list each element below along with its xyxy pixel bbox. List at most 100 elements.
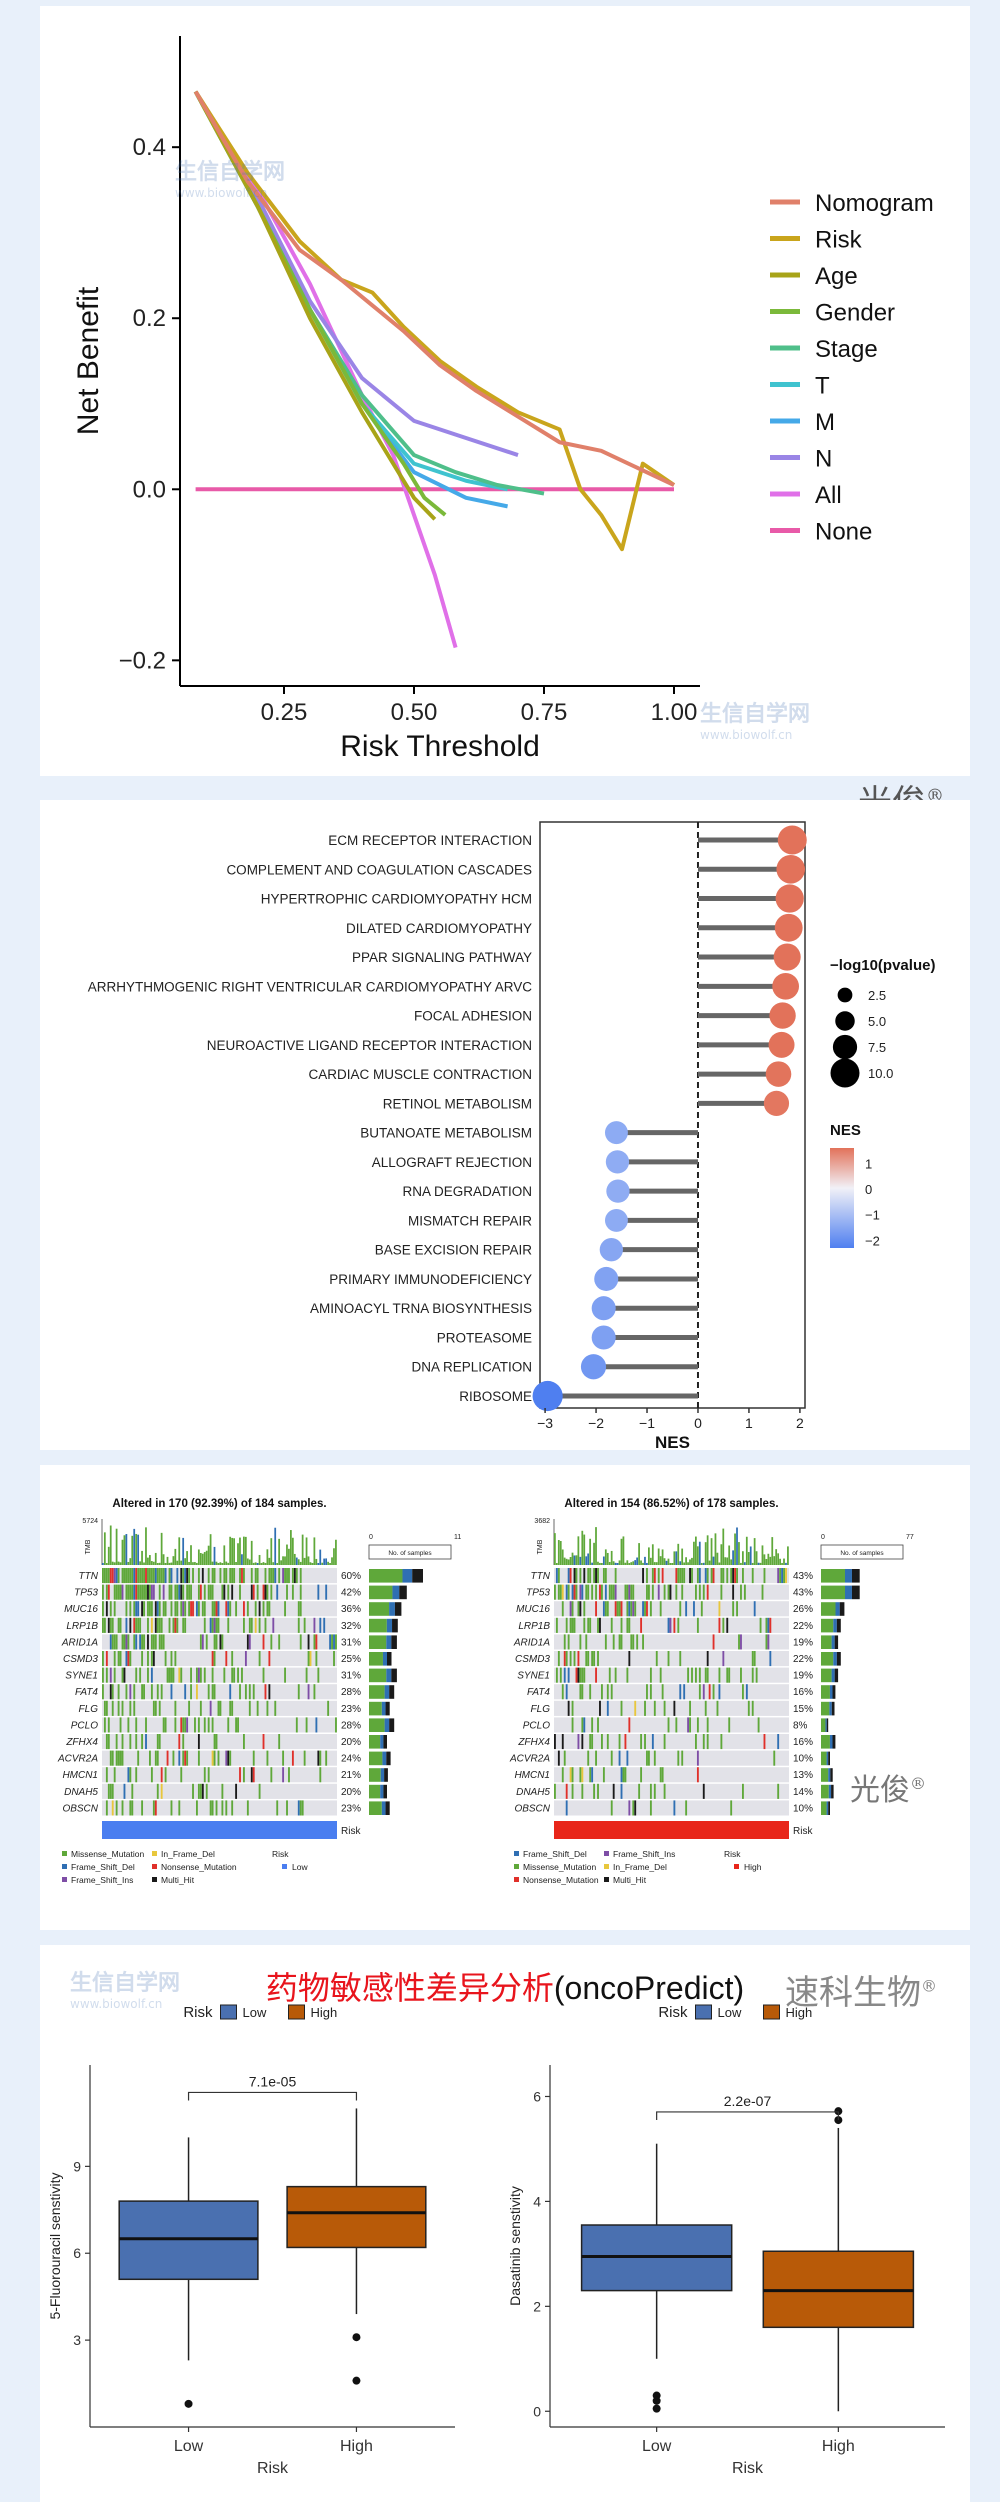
oncogrid-cell: [738, 1634, 740, 1650]
tmb-bar: [785, 1562, 787, 1565]
tmb-bar: [133, 1528, 136, 1565]
oncogrid-cell: [188, 1700, 191, 1716]
y-tick-label: 0: [533, 2403, 541, 2419]
box-outlier: [834, 2107, 843, 2116]
oncogrid-cell: [123, 1667, 126, 1683]
tmb-bar: [612, 1561, 615, 1565]
pathway-label: PRIMARY IMMUNODEFICIENCY: [329, 1272, 532, 1287]
freq-bar-header-label: No. of samples: [388, 1550, 432, 1557]
tmb-bar: [121, 1539, 124, 1565]
freq-bar-multihit: [389, 1685, 395, 1699]
tmb-bar: [649, 1557, 652, 1565]
oncogrid-cell: [196, 1667, 198, 1683]
tmb-bar: [759, 1562, 762, 1565]
gene-label: FLG: [531, 1704, 551, 1715]
tmb-bar: [309, 1562, 312, 1565]
tmb-bar: [235, 1561, 237, 1565]
oncogrid-cell: [211, 1617, 214, 1633]
oncogrid-cell: [203, 1717, 206, 1733]
freq-bar-frameshift: [826, 1751, 829, 1766]
tmb-bar: [561, 1549, 564, 1565]
oncogrid-cell: [626, 1601, 629, 1617]
oncogrid-cell: [299, 1584, 302, 1600]
oncogrid-cell: [288, 1568, 290, 1584]
oncogrid-cell: [192, 1601, 194, 1617]
oncogrid-cell: [141, 1568, 144, 1584]
tmb-bar: [250, 1540, 253, 1565]
oncogrid-cell: [147, 1584, 149, 1600]
gene-percent: 20%: [341, 1737, 361, 1748]
oncogrid-cell: [176, 1584, 179, 1600]
gene-label: TP53: [526, 1588, 550, 1599]
oncogrid-cell: [303, 1617, 306, 1633]
oncogrid-cell: [706, 1734, 709, 1750]
size-legend-label: 2.5: [868, 988, 886, 1003]
oncogrid-cell: [307, 1684, 310, 1700]
oncogrid-cell: [730, 1800, 733, 1816]
oncogrid-cell: [127, 1767, 130, 1783]
oncogrid-cell: [640, 1734, 643, 1750]
oncogrid-cell: [591, 1651, 594, 1667]
oncogrid-cell: [150, 1667, 153, 1683]
freq-bar-multihit: [385, 1701, 390, 1716]
pathway-label: BASE EXCISION REPAIR: [375, 1243, 533, 1258]
oncogrid-cell: [115, 1634, 118, 1650]
oncogrid-cell: [103, 1568, 106, 1584]
oncogrid-cell: [587, 1568, 590, 1584]
oncogrid-cell: [577, 1667, 580, 1683]
oncogrid-cell: [698, 1667, 701, 1683]
oncogrid-cell: [244, 1684, 247, 1700]
freq-bar-multihit: [828, 1801, 830, 1815]
legend-label-m: M: [815, 409, 835, 436]
tmb-bar: [145, 1527, 147, 1565]
oncogrid-cell: [589, 1734, 592, 1750]
mutation-legend-label: Frame_Shift_Ins: [71, 1875, 133, 1885]
oncogrid-cell: [168, 1667, 171, 1683]
oncoplot-chart: Altered in 170 (92.39%) of 184 samples. 5…: [57, 1498, 914, 1885]
oncogrid-cell: [646, 1568, 648, 1584]
pvalue-label: 2.2e-07: [724, 2093, 772, 2109]
oncogrid-cell: [170, 1651, 173, 1667]
oncogrid-cell: [268, 1684, 271, 1700]
oncogrid-cell: [229, 1700, 232, 1716]
freq-bar-multihit: [394, 1602, 402, 1616]
oncogrid-cell: [595, 1750, 597, 1766]
oncogrid-cell: [186, 1717, 189, 1733]
freq-bar-multihit: [412, 1569, 423, 1583]
oncogrid-cell: [135, 1634, 138, 1650]
box-high: [286, 2185, 427, 2249]
oncogrid-cell: [646, 1584, 648, 1600]
oncogrid-cell: [117, 1584, 120, 1600]
oncogrid-cell: [708, 1684, 711, 1700]
oncogrid-cell: [626, 1584, 629, 1600]
oncogrid-cell: [581, 1684, 584, 1700]
freq-bar-missense: [821, 1652, 834, 1666]
oncogrid-cell: [133, 1634, 136, 1650]
oncogrid-cell: [581, 1783, 584, 1799]
oncogrid-cell: [105, 1584, 108, 1600]
tmb-bar: [728, 1545, 731, 1565]
oncogrid-cell: [152, 1800, 155, 1816]
mutation-legend-label: In_Frame_Del: [613, 1862, 667, 1872]
oncogrid-cell: [628, 1617, 631, 1633]
oncogrid-row-bg: [102, 1717, 337, 1733]
oncogrid-cell: [612, 1584, 615, 1600]
oncogrid-cell: [325, 1584, 328, 1600]
oncogrid-cell: [231, 1700, 234, 1716]
gene-percent: 21%: [341, 1770, 361, 1781]
tmb-bar: [575, 1555, 578, 1565]
oncogrid-cell: [184, 1568, 187, 1584]
oncogrid-cell: [145, 1584, 147, 1600]
tmb-bar: [297, 1559, 300, 1565]
tmb-bar: [252, 1562, 255, 1565]
y-axis-title: Net Benefit: [72, 286, 105, 435]
oncogrid-cell: [286, 1584, 288, 1600]
tmb-bar: [192, 1562, 194, 1565]
oncogrid-cell: [646, 1684, 648, 1700]
gsea-panel: ECM RECEPTOR INTERACTION COMPLEMENT AND C…: [40, 800, 970, 1450]
oncogrid-cell: [156, 1750, 159, 1766]
oncogrid-cell: [186, 1568, 189, 1584]
oncogrid-cell: [333, 1634, 335, 1650]
tmb-bar: [581, 1530, 584, 1565]
